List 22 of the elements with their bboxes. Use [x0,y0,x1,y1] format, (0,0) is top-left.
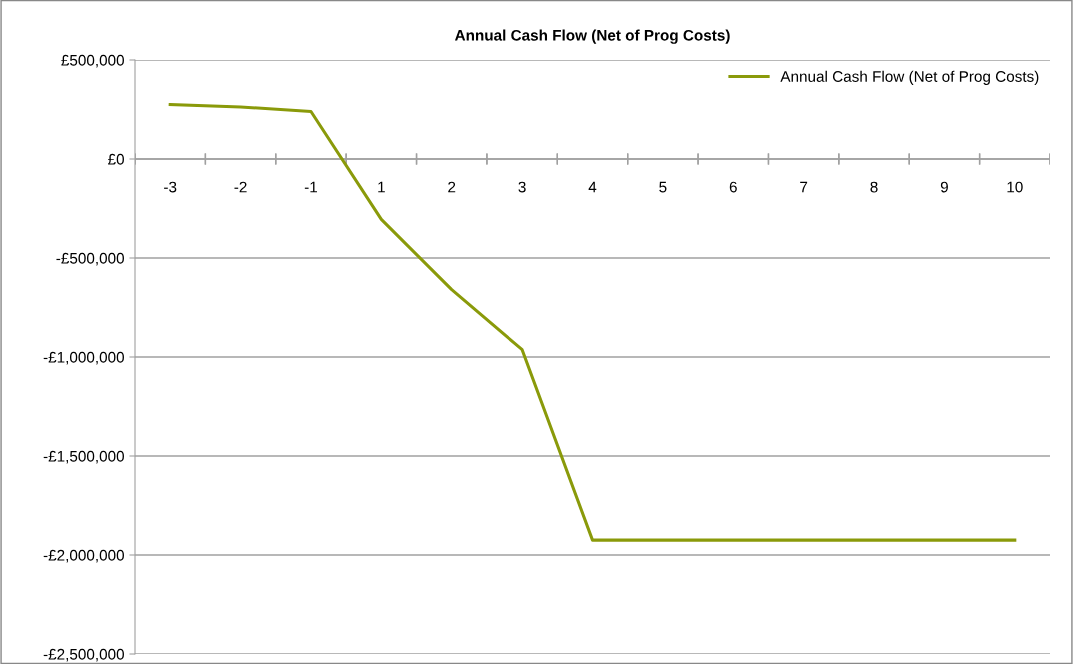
y-tick-label: £0 [108,153,124,165]
y-tick-label: -£2,000,000 [43,549,124,563]
x-tick-label: 3 [518,181,526,193]
x-tick-label: 5 [659,181,667,193]
x-tick-label: 4 [588,181,597,193]
x-tick-label: 7 [800,181,808,193]
y-tick-label: -£1,500,000 [43,450,124,464]
x-tick-label: 9 [940,181,948,193]
y-tick-label: £500,000 [61,54,124,68]
x-tick-label: 10 [1007,181,1023,193]
y-tick-label: -£2,500,000 [43,648,124,662]
x-tick-label: -2 [234,181,247,193]
x-tick-label: -3 [164,181,177,193]
x-tick-label: 8 [870,181,878,193]
x-tick-label: -1 [304,181,318,193]
x-tick-label: 2 [448,181,456,193]
chart-title: Annual Cash Flow (Net of Prog Costs) [454,29,730,44]
x-tick-label: 1 [378,181,385,193]
y-tick-label: -£500,000 [56,252,124,266]
y-tick-label: -£1,000,000 [43,351,124,365]
x-tick-label: 6 [729,181,737,193]
legend-label: Annual Cash Flow (Net of Prog Costs) [780,70,1039,85]
